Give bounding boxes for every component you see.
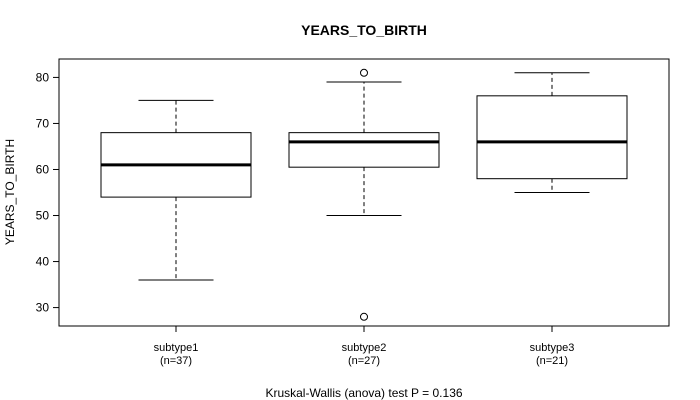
box-subtype3 bbox=[476, 72, 628, 193]
y-tick-label: 50 bbox=[36, 209, 50, 223]
x-tick-count-label: (n=27) bbox=[348, 355, 380, 367]
x-axis: subtype1(n=37) subtype2(n=27) subtype3(n=2… bbox=[154, 325, 575, 367]
x-tick-label: subtype3 bbox=[530, 342, 575, 354]
y-tick-label: 30 bbox=[36, 301, 50, 315]
y-axis-label: YEARS_TO_BIRTH bbox=[3, 139, 17, 245]
box-subtype2 bbox=[288, 68, 440, 321]
chart-title: YEARS_TO_BIRTH bbox=[301, 22, 427, 38]
outlier-point bbox=[360, 68, 368, 77]
test-annotation: Kruskal-Wallis (anova) test P = 0.136 bbox=[265, 386, 462, 400]
x-tick-count-label: (n=21) bbox=[536, 355, 568, 367]
box-subtype1 bbox=[100, 99, 252, 281]
y-axis: 30 40 50 60 70 80 bbox=[36, 70, 60, 315]
x-tick-label: subtype1 bbox=[154, 342, 199, 354]
iqr-box bbox=[476, 95, 628, 180]
y-tick-label: 40 bbox=[36, 255, 50, 269]
iqr-box bbox=[288, 132, 440, 168]
box-series bbox=[100, 68, 628, 321]
y-tick-label: 80 bbox=[36, 70, 50, 84]
y-tick-label: 60 bbox=[36, 162, 50, 176]
y-tick-label: 70 bbox=[36, 116, 50, 130]
x-tick-count-label: (n=37) bbox=[160, 355, 192, 367]
outlier-point bbox=[360, 312, 368, 321]
x-tick-label: subtype2 bbox=[342, 342, 387, 354]
